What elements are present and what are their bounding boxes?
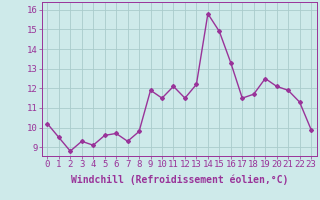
X-axis label: Windchill (Refroidissement éolien,°C): Windchill (Refroidissement éolien,°C) <box>70 175 288 185</box>
